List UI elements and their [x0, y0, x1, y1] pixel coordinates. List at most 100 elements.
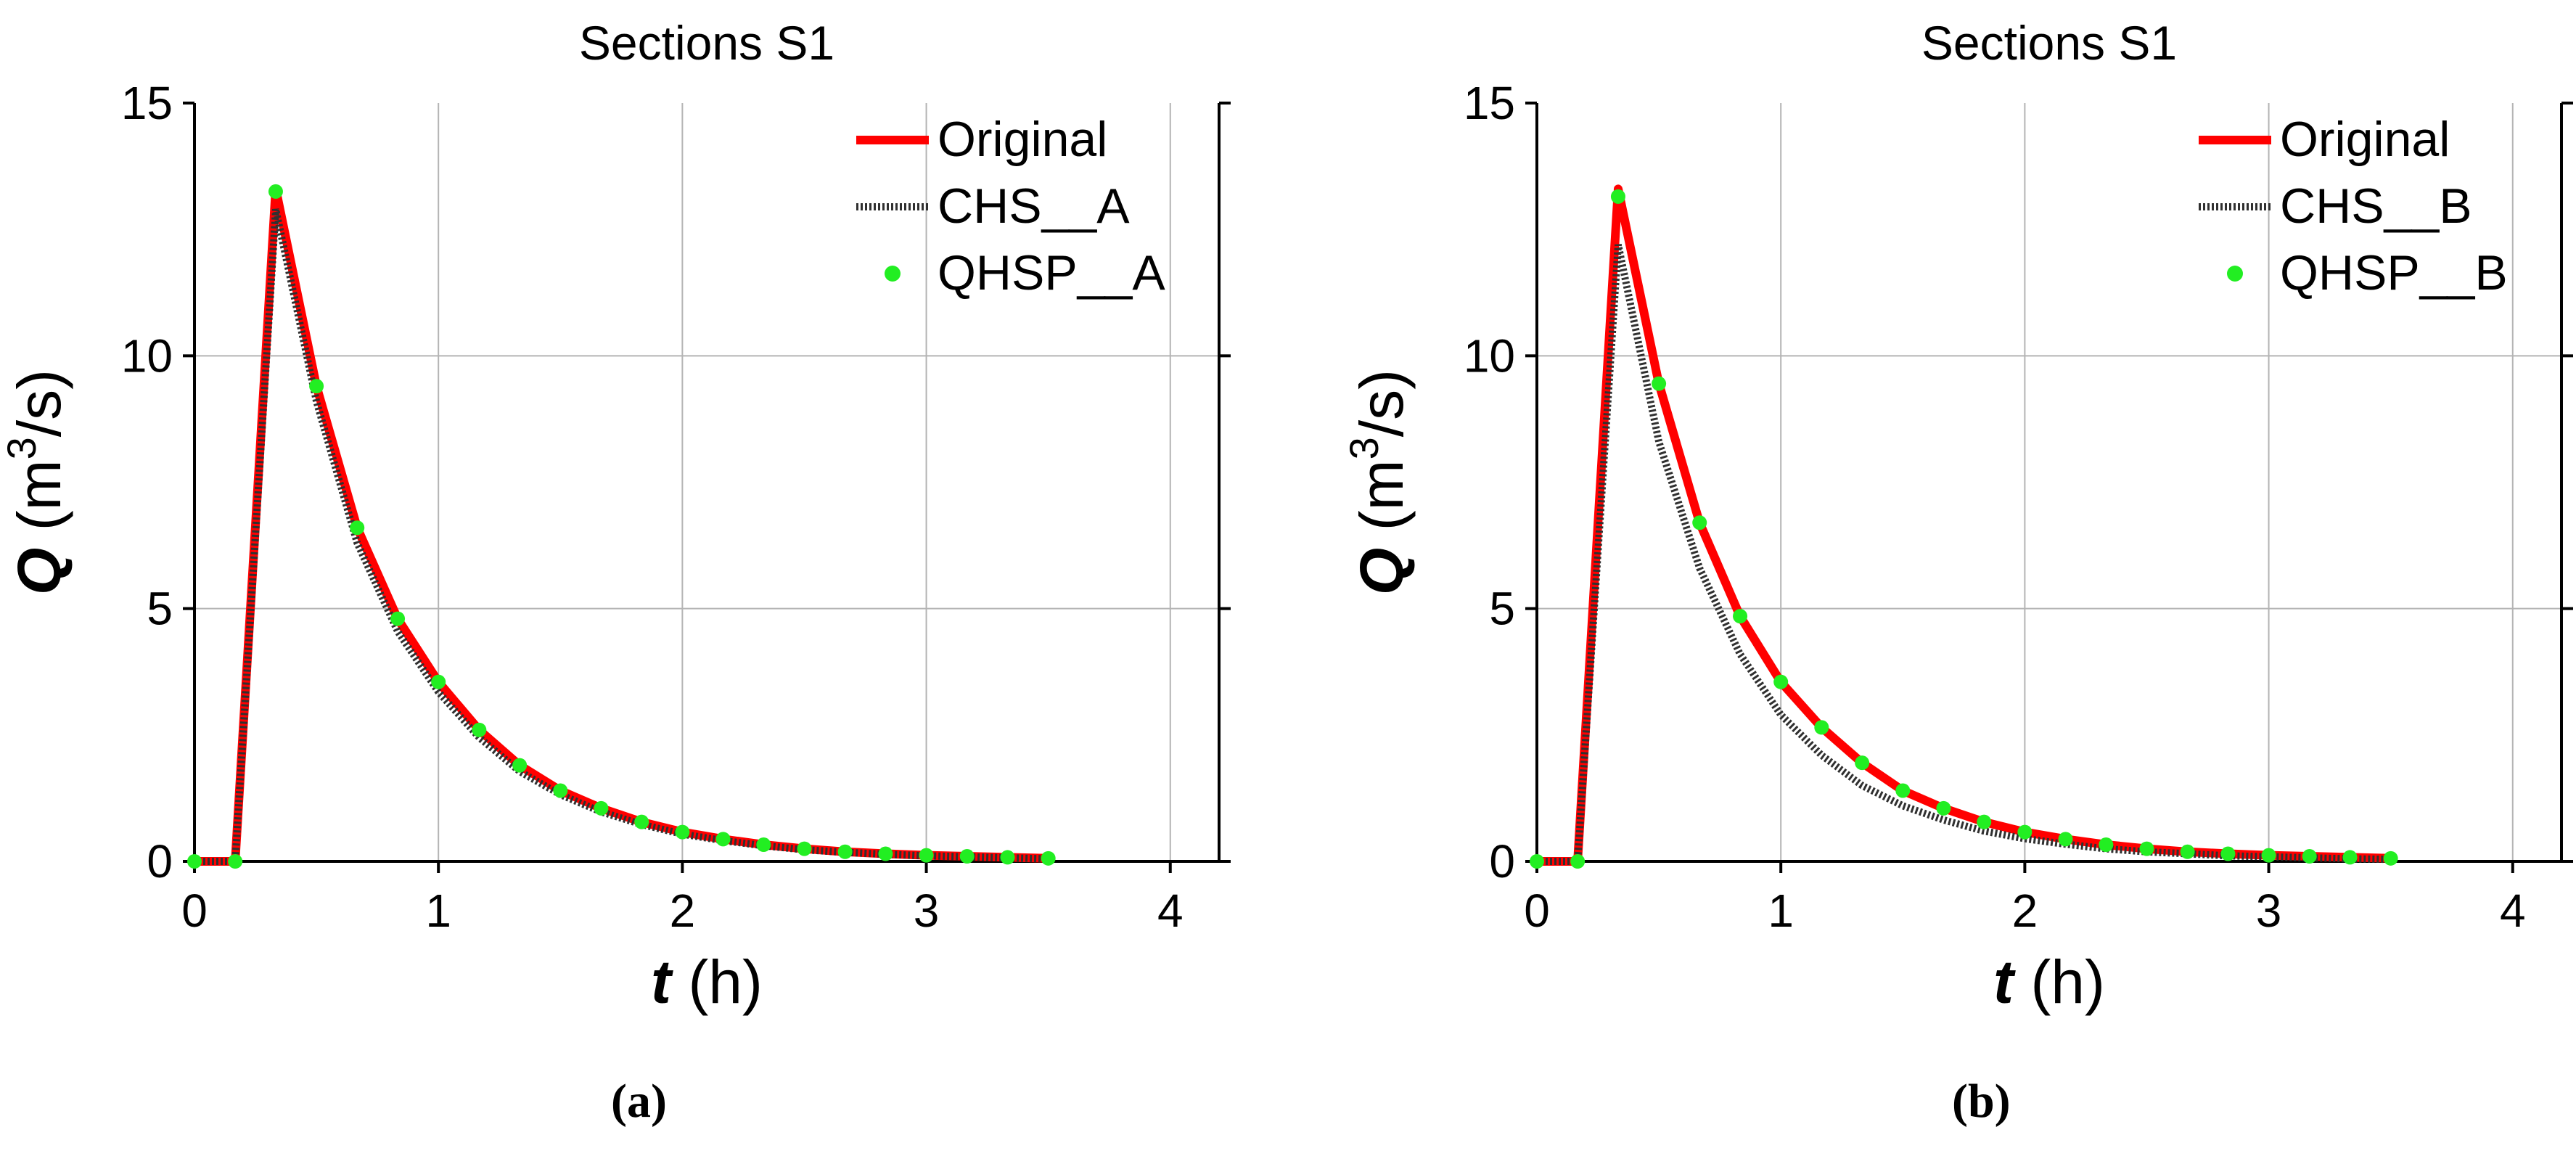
data-point	[2099, 837, 2114, 853]
x-tick-label: 4	[2500, 885, 2526, 937]
data-point	[2220, 846, 2236, 861]
y-tick-label: 15	[1464, 77, 1515, 129]
data-point	[1855, 755, 1870, 771]
x-tick-label: 0	[1524, 885, 1550, 937]
data-point	[2261, 848, 2276, 863]
data-point	[878, 846, 893, 861]
x-tick-label: 0	[181, 885, 208, 937]
x-axis-label-unit: (h)	[671, 948, 763, 1016]
data-point	[715, 832, 731, 847]
data-point	[431, 674, 446, 689]
data-point	[1000, 850, 1015, 865]
y-axis-label: Q (m3/s)	[0, 369, 73, 595]
y-axis-label: Q (m3/s)	[1341, 369, 1416, 595]
data-point	[2017, 824, 2033, 840]
data-point	[268, 184, 283, 199]
data-point	[472, 722, 487, 737]
data-point	[1977, 814, 1992, 829]
x-tick-label: 2	[670, 885, 696, 937]
data-point	[512, 758, 528, 773]
data-point	[228, 854, 243, 869]
x-axis-label-var: t	[1993, 948, 2016, 1016]
legend-label-original: Original	[2280, 112, 2450, 167]
y-tick-label: 15	[121, 77, 173, 129]
y-axis-label-unit: (m	[1348, 459, 1416, 547]
data-point	[959, 849, 975, 864]
legend: Original CHS__B QHSP__B	[2199, 112, 2508, 300]
legend: Original CHS__A QHSP__A	[856, 112, 1165, 300]
y-tick-label: 0	[1489, 835, 1515, 888]
chart-title: Sections S1	[1921, 16, 2177, 70]
x-tick-label: 3	[2256, 885, 2282, 937]
x-axis-label: t (h)	[651, 948, 763, 1016]
y-axis-label-unit-end: /s)	[1348, 369, 1416, 437]
y-tick-label: 5	[147, 583, 173, 635]
data-point	[1652, 376, 1667, 391]
chart-title: Sections S1	[579, 16, 834, 70]
data-point	[919, 848, 934, 863]
legend-label-chs-a: CHS__A	[938, 179, 1130, 234]
legend-swatch-qhsp-b	[2227, 266, 2243, 282]
y-axis-label-unit-end: /s)	[5, 369, 73, 437]
y-axis-label-var: Q	[5, 548, 73, 595]
data-point	[1814, 720, 1829, 735]
x-axis-label: t (h)	[1993, 948, 2105, 1016]
data-point	[2302, 849, 2317, 864]
y-tick-label: 5	[1489, 583, 1515, 635]
x-axis-label-unit: (h)	[2014, 948, 2105, 1016]
x-tick-label: 1	[425, 885, 451, 937]
x-tick-label: 1	[1768, 885, 1794, 937]
legend-label-original: Original	[938, 112, 1107, 167]
data-point	[553, 783, 568, 798]
legend-label-chs-b: CHS__B	[2280, 179, 2472, 234]
panel-label-a: (a)	[611, 1075, 667, 1128]
data-point	[1041, 850, 1056, 866]
data-point	[350, 520, 365, 536]
data-point	[309, 379, 324, 394]
data-point	[1530, 854, 1544, 869]
series-line-original	[1537, 184, 2391, 866]
series-line-chs-b	[1537, 244, 2391, 865]
x-tick-label: 3	[914, 885, 940, 937]
y-axis-label-var: Q	[1348, 548, 1416, 595]
legend-label-qhsp-a: QHSP__A	[938, 245, 1165, 300]
data-point	[187, 854, 202, 869]
data-point	[1610, 189, 1625, 204]
data-point	[1733, 609, 1748, 624]
x-axis-label-var: t	[651, 948, 673, 1016]
data-point	[634, 814, 649, 829]
series-line-chs-a	[194, 208, 1049, 865]
y-tick-label: 0	[147, 835, 173, 888]
data-point	[1773, 674, 1789, 689]
y-axis-label-sup: 3	[0, 437, 44, 459]
data-point	[594, 800, 609, 816]
legend-label-qhsp-b: QHSP__B	[2280, 245, 2508, 300]
data-point	[2180, 844, 2195, 859]
data-point	[390, 611, 406, 626]
x-tick-label: 4	[1157, 885, 1184, 937]
y-tick-label: 10	[121, 329, 173, 382]
data-point	[1570, 854, 1586, 869]
data-point	[2383, 850, 2398, 866]
x-tick-label: 2	[2012, 885, 2038, 937]
series-markers-qhsp-a	[187, 184, 1056, 869]
legend-swatch-qhsp-a	[885, 266, 901, 282]
y-axis-label-sup: 3	[1341, 437, 1387, 459]
y-tick-label: 10	[1464, 329, 1515, 382]
data-point	[1936, 800, 1951, 816]
series-line-original	[194, 184, 1049, 866]
data-point	[2139, 841, 2154, 856]
data-point	[2058, 832, 2073, 847]
data-point	[1895, 783, 1911, 798]
data-point	[1692, 515, 1707, 530]
data-point	[797, 841, 812, 856]
data-point	[837, 844, 853, 859]
panel-label-b: (b)	[1952, 1075, 2011, 1128]
data-point	[756, 837, 771, 853]
data-point	[2342, 850, 2358, 865]
series-markers-qhsp-b	[1530, 189, 2398, 869]
y-axis-label-unit: (m	[5, 459, 73, 547]
